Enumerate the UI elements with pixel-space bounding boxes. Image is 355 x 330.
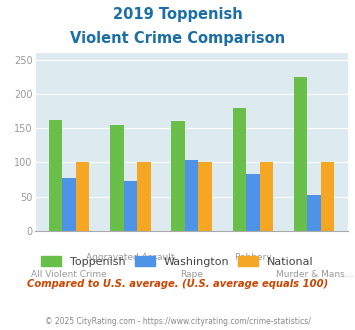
Bar bbox=[62, 178, 76, 231]
Text: Aggravated Assault: Aggravated Assault bbox=[86, 253, 175, 262]
Text: Rape: Rape bbox=[180, 270, 203, 279]
Bar bbox=[321, 162, 334, 231]
Bar bbox=[76, 162, 89, 231]
Text: Compared to U.S. average. (U.S. average equals 100): Compared to U.S. average. (U.S. average … bbox=[27, 279, 328, 289]
Bar bbox=[171, 121, 185, 231]
Bar bbox=[110, 125, 124, 231]
Text: 2019 Toppenish: 2019 Toppenish bbox=[113, 7, 242, 21]
Text: Murder & Mans...: Murder & Mans... bbox=[275, 270, 353, 279]
Text: All Violent Crime: All Violent Crime bbox=[31, 270, 107, 279]
Text: Robbery: Robbery bbox=[234, 253, 272, 262]
Bar bbox=[260, 162, 273, 231]
Bar bbox=[307, 195, 321, 231]
Text: © 2025 CityRating.com - https://www.cityrating.com/crime-statistics/: © 2025 CityRating.com - https://www.city… bbox=[45, 317, 310, 326]
Bar bbox=[294, 77, 307, 231]
Legend: Toppenish, Washington, National: Toppenish, Washington, National bbox=[37, 251, 318, 271]
Bar bbox=[233, 108, 246, 231]
Bar bbox=[124, 181, 137, 231]
Bar bbox=[246, 174, 260, 231]
Bar bbox=[137, 162, 151, 231]
Text: Violent Crime Comparison: Violent Crime Comparison bbox=[70, 31, 285, 46]
Bar bbox=[185, 160, 198, 231]
Bar bbox=[49, 120, 62, 231]
Bar bbox=[198, 162, 212, 231]
